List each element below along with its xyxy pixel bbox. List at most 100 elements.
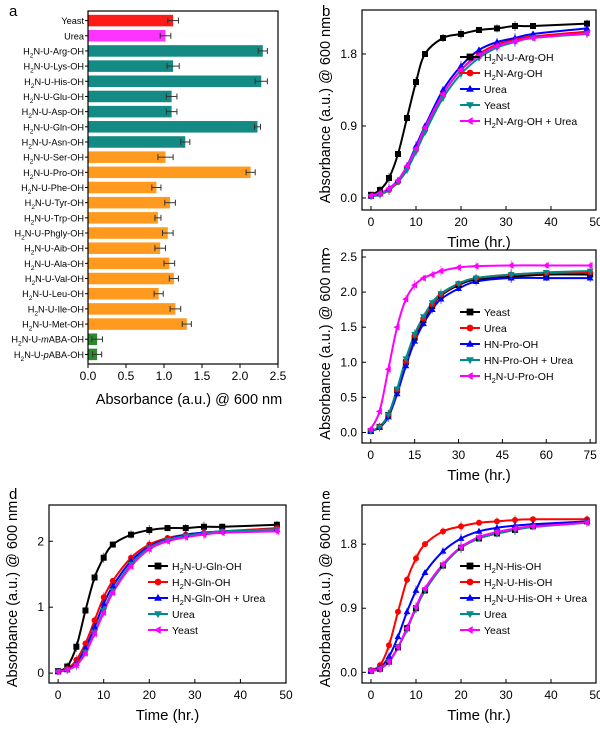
data-point <box>529 522 536 530</box>
y-tick-label: 1.5 <box>340 320 357 334</box>
x-tick-label: 50 <box>589 215 600 229</box>
label-part: -U-Asn-OH <box>39 137 84 147</box>
label-part: N <box>33 168 40 178</box>
data-point <box>439 560 446 568</box>
data-point <box>403 624 410 632</box>
label-part: -U-Ile-OH <box>45 304 84 314</box>
x-tick-label: 75 <box>583 448 597 462</box>
data-point <box>512 516 518 523</box>
panel-e: 0 10 20 30 40 50 0.0 0.9 1.8 Time (hr.) Absorbance… <box>318 501 600 724</box>
label-part: N <box>22 335 29 345</box>
x-tick-label: 0 <box>368 215 375 229</box>
label-subscript: 2 <box>29 326 33 333</box>
label-part: -Arg-OH + Urea <box>503 116 577 128</box>
data-point <box>428 306 436 313</box>
x-tick-label: 30 <box>499 688 513 702</box>
panel-letter-e: e <box>322 486 330 503</box>
label-part: Yeast <box>61 16 84 26</box>
y-tick-label: 2.0 <box>340 285 357 299</box>
label-part: H <box>22 289 29 299</box>
label-part: H <box>14 350 21 360</box>
data-point <box>393 323 400 331</box>
label-part: H <box>22 107 29 117</box>
data-point <box>72 661 79 669</box>
legend-marker <box>466 357 474 365</box>
label-part: -Gln-OH <box>191 577 230 589</box>
x-tick-label: 2.0 <box>232 369 249 383</box>
data-point <box>393 386 401 393</box>
data-point <box>394 176 401 184</box>
legend-label: H2N-U-Arg-OH <box>484 52 554 66</box>
x-tick-label: 40 <box>234 688 248 702</box>
data-point <box>91 623 99 630</box>
label-part: N <box>35 198 42 208</box>
data-point <box>475 46 483 53</box>
y-axis-label: Absorbance (a.u.) @ 600 nm <box>5 501 21 687</box>
bar <box>88 303 176 315</box>
data-point <box>385 184 392 192</box>
label-part: N <box>33 153 40 163</box>
x-tick-label: 20 <box>143 688 157 702</box>
bar <box>88 105 172 118</box>
data-point <box>493 38 501 45</box>
label-part: H <box>484 577 492 589</box>
x-tick-label: 0 <box>367 448 374 462</box>
label-part: H <box>14 229 21 239</box>
label-part: -U- <box>31 350 44 360</box>
data-point <box>273 527 280 535</box>
data-point <box>530 516 536 523</box>
legend-marker <box>466 339 474 347</box>
category-label: H2N-U-Val-OH <box>25 274 84 287</box>
x-axis-label: Absorbance (a.u.) @ 600 nm <box>96 392 282 408</box>
data-point <box>163 537 170 545</box>
label-part: Yeast <box>172 625 198 637</box>
legend-label: Yeast <box>484 100 510 112</box>
legend-label: Urea <box>484 323 507 335</box>
label-part: N <box>34 213 41 223</box>
bar <box>88 196 171 209</box>
label-part: H <box>484 68 492 80</box>
y-tick-label: 0.9 <box>340 119 357 133</box>
legend-label: H2N-Arg-OH + Urea <box>484 116 577 130</box>
label-subscript: 2 <box>492 73 496 82</box>
label-part: H <box>23 168 30 178</box>
y-tick-label: 2 <box>37 534 44 548</box>
data-point <box>218 529 225 537</box>
data-point <box>385 658 392 666</box>
label-part: H <box>21 183 28 193</box>
label-part: H <box>25 274 32 284</box>
y-tick-label: 0.0 <box>340 425 357 439</box>
data-point <box>384 412 392 419</box>
legend-marker <box>153 626 161 634</box>
label-part: H <box>172 593 180 605</box>
label-subscript: 2 <box>28 143 32 150</box>
data-point <box>182 525 189 532</box>
category-label: H2N-U-Arg-OH <box>23 46 84 59</box>
label-part: H <box>23 122 30 132</box>
label-part: N <box>33 122 40 132</box>
label-part: Urea <box>64 31 85 41</box>
label-part: HN-Pro-OH + Urea <box>484 355 573 367</box>
label-part: N <box>496 577 504 589</box>
label-part: N <box>496 593 504 605</box>
label-part: ABA-OH <box>49 350 84 360</box>
data-point <box>419 320 427 327</box>
label-part: -U-Arg-OH <box>40 46 84 56</box>
data-point <box>395 151 401 157</box>
label-part: HN-Pro-OH <box>484 339 538 351</box>
label-subscript: 2 <box>180 598 184 607</box>
data-point <box>457 534 465 541</box>
data-point <box>109 541 116 548</box>
data-point <box>419 314 427 321</box>
x-tick-label: 2.5 <box>270 369 287 383</box>
x-tick-label: 1.5 <box>194 369 211 383</box>
label-part: N <box>33 92 40 102</box>
data-point <box>109 589 116 597</box>
category-label: H2N-U-Phe-OH <box>21 183 84 196</box>
legend-marker <box>466 578 474 586</box>
label-part: N <box>32 289 39 299</box>
label-part: N <box>34 259 41 269</box>
legend: H2N-U-Arg-OHH2N-Arg-OHUreaYeastH2N-Arg-O… <box>460 52 577 130</box>
legend-label: Yeast <box>172 625 198 637</box>
